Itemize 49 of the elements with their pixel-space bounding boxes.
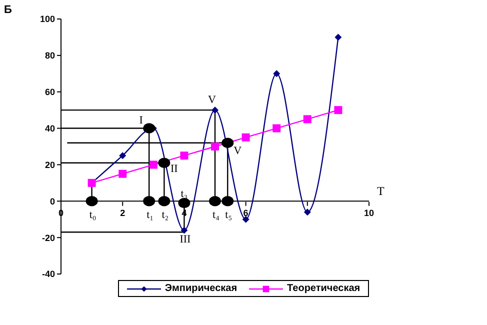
point [222,138,234,148]
point [180,226,188,234]
y-tick-label: 100 [40,14,55,24]
y-tick-label: 60 [44,87,55,98]
annotation: V [234,144,242,157]
point [334,34,342,41]
x-axis-title: T [377,184,384,199]
annotation: t₁ [146,209,154,222]
point [212,106,218,114]
legend-label: Теоретическая [287,283,360,294]
annotation: II [170,162,178,175]
point [158,158,170,168]
point [158,196,170,206]
point [209,196,221,206]
annotation: t₄ [212,209,220,222]
y-tick-label: -40 [42,269,55,280]
point [242,216,250,223]
point [304,208,311,216]
annotation: III [180,233,192,246]
x-tick-label: 2 [120,208,126,218]
annotation: t₀ [89,209,96,222]
annotation: V [208,94,216,106]
y-tick-label: 20 [44,160,55,170]
point [143,196,156,206]
point [86,196,98,206]
point [180,152,188,160]
point [178,198,190,208]
point [303,115,312,124]
annotation: I [139,114,144,126]
point [222,196,234,206]
y-tick-label: 40 [44,123,55,134]
y-tick-label: 80 [44,50,55,61]
point [143,123,156,134]
point [149,160,158,169]
legend-label: Эмпирическая [164,283,238,294]
point [273,70,280,78]
point [119,152,126,160]
annotation: t₅ [225,209,232,222]
point [334,106,342,114]
x-tick-label: 6 [243,208,248,218]
point [211,142,219,150]
point [118,170,127,178]
x-tick-label: 10 [364,208,374,218]
annotation: t₂ [162,209,169,222]
y-tick-label: 0 [50,196,55,206]
y-axis-title: Б [4,4,12,16]
point [272,124,281,132]
point [242,133,250,142]
y-tick-label: -20 [42,232,55,243]
